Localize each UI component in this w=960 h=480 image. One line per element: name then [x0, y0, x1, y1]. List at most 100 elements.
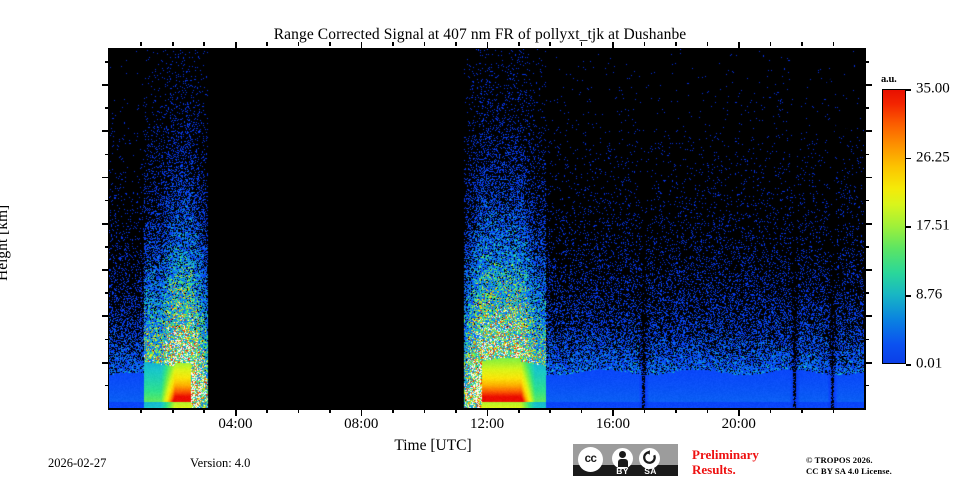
- x-axis-minor-tick: [549, 409, 551, 413]
- colorbar-tick: [906, 295, 911, 297]
- colorbar-tick-label: 26.25: [916, 149, 950, 166]
- y-axis-tick-label: 12.5: [821, 168, 848, 185]
- x-axis-minor-tick-top: [140, 42, 143, 46]
- x-axis-minor-tick-top: [643, 42, 646, 46]
- x-axis-major-tick-top: [486, 42, 489, 49]
- y-axis-major-tick-right: [865, 269, 872, 271]
- x-axis-minor-tick-top: [423, 42, 426, 46]
- x-axis-minor-tick: [580, 409, 583, 413]
- footer-date: 2026-02-27: [48, 456, 107, 470]
- preliminary-line-1: Preliminary: [692, 447, 759, 462]
- x-axis-minor-tick-top: [266, 42, 268, 46]
- y-axis-minor-tick-right: [865, 153, 869, 156]
- cc-sa-circular-arrow-icon: [643, 450, 656, 464]
- cc-by-label: BY: [616, 466, 629, 476]
- y-axis-minor-tick: [105, 384, 109, 387]
- x-axis-minor-tick: [423, 409, 426, 413]
- preliminary-line-2: Results.: [692, 462, 736, 477]
- x-axis-title: Time [UTC]: [394, 437, 472, 454]
- colorbar-gradient: [882, 89, 906, 364]
- y-axis-major-tick: [102, 130, 109, 133]
- x-axis-tick-label: 20:00: [721, 416, 756, 432]
- x-axis-minor-tick: [706, 409, 709, 413]
- x-axis-minor-tick-top: [455, 42, 457, 46]
- x-axis-major-tick: [612, 409, 615, 416]
- y-axis-minor-tick-right: [865, 246, 869, 248]
- lidar-heatmap-canvas: [109, 49, 864, 408]
- x-axis-minor-tick: [643, 409, 646, 413]
- colorbar-tick: [906, 89, 911, 91]
- x-axis-major-tick-top: [360, 42, 363, 49]
- x-axis-major-tick: [234, 409, 237, 416]
- x-axis-minor-tick-top: [517, 42, 520, 46]
- y-axis-minor-tick-right: [865, 107, 869, 109]
- cc-mark-label: cc: [584, 453, 597, 465]
- x-axis-minor-tick-top: [329, 42, 331, 46]
- y-axis-major-tick-right: [865, 84, 872, 86]
- preliminary-notice: Preliminary Results.: [692, 447, 759, 477]
- x-axis-minor-tick: [297, 409, 300, 413]
- x-axis-minor-tick-top: [580, 42, 583, 46]
- y-axis-major-tick-right: [865, 176, 872, 179]
- x-axis-minor-tick: [140, 409, 143, 413]
- cc-sa-arrow-icon: [639, 448, 660, 469]
- x-axis-tick-label: 16:00: [595, 416, 631, 432]
- y-axis-minor-tick-right: [865, 61, 869, 63]
- y-axis-minor-tick-right: [865, 338, 869, 341]
- y-axis-tick-label: 2.5: [829, 353, 848, 370]
- y-axis-major-tick: [102, 315, 109, 318]
- x-axis-major-tick: [360, 409, 363, 416]
- colorbar-tick: [906, 157, 911, 160]
- x-axis-minor-tick: [675, 409, 677, 413]
- x-axis-major-tick-top: [612, 42, 615, 49]
- plot-area: [102, 42, 872, 416]
- x-axis-minor-tick-top: [675, 42, 677, 46]
- colorbar-tick-label: 0.01: [916, 355, 943, 372]
- y-axis-title: Height [km]: [0, 204, 11, 281]
- x-axis-minor-tick: [266, 409, 268, 413]
- creative-commons-badge: cc BY SA: [573, 444, 678, 476]
- colorbar: a.u. 0.01 8.76 17.51 26.25 35.00: [881, 74, 950, 372]
- x-axis-minor-tick: [769, 409, 772, 413]
- cc-lower-bar: [573, 465, 678, 476]
- x-axis-minor-tick: [392, 409, 394, 413]
- y-axis-major-tick: [102, 222, 109, 225]
- y-axis-tick-label: 10.0: [821, 215, 848, 232]
- cc-by-person-icon: [612, 448, 633, 469]
- y-axis-minor-tick: [105, 153, 109, 156]
- colorbar-tick-label: 17.51: [916, 217, 950, 234]
- colorbar-unit-label: a.u.: [881, 74, 897, 85]
- y-axis-minor-tick-right: [865, 292, 869, 294]
- y-axis-major-tick: [102, 84, 109, 86]
- page-title: Range Corrected Signal at 407 nm FR of p…: [273, 26, 687, 43]
- y-axis-tick-label: 17.5: [821, 76, 848, 93]
- x-axis-tick-label: 08:00: [344, 416, 379, 432]
- y-axis-minor-tick: [105, 61, 109, 63]
- x-axis-tick-label: 04:00: [218, 416, 253, 432]
- y-axis-minor-tick: [105, 246, 109, 248]
- y-axis-tick-label: 7.5: [829, 261, 848, 278]
- x-axis-minor-tick-top: [769, 42, 772, 46]
- copyright-notice: © TROPOS 2026. CC BY SA 4.0 License.: [806, 455, 892, 477]
- y-axis-minor-tick-right: [865, 199, 869, 202]
- y-axis-minor-tick: [105, 107, 109, 109]
- cc-sa-label: SA: [644, 466, 657, 476]
- y-axis-major-tick: [102, 361, 109, 364]
- x-axis-minor-tick-top: [801, 42, 803, 46]
- x-axis-minor-tick: [171, 409, 174, 413]
- cc-by-head-icon: [619, 451, 626, 458]
- y-axis-major-tick: [102, 176, 109, 179]
- x-axis-major-tick-top: [738, 42, 740, 49]
- x-axis-minor-tick: [832, 409, 835, 413]
- footer-version: Version: 4.0: [190, 456, 251, 470]
- y-axis-tick-label: 5.0: [829, 307, 848, 324]
- x-axis-minor-tick-top: [832, 42, 835, 46]
- x-axis-major-tick-top: [234, 42, 237, 49]
- y-axis-major-tick-right: [865, 315, 872, 318]
- x-axis-minor-tick: [455, 409, 457, 413]
- x-axis-major-tick: [738, 409, 740, 416]
- x-axis-minor-tick-top: [392, 42, 394, 46]
- y-axis-major-tick: [102, 269, 109, 271]
